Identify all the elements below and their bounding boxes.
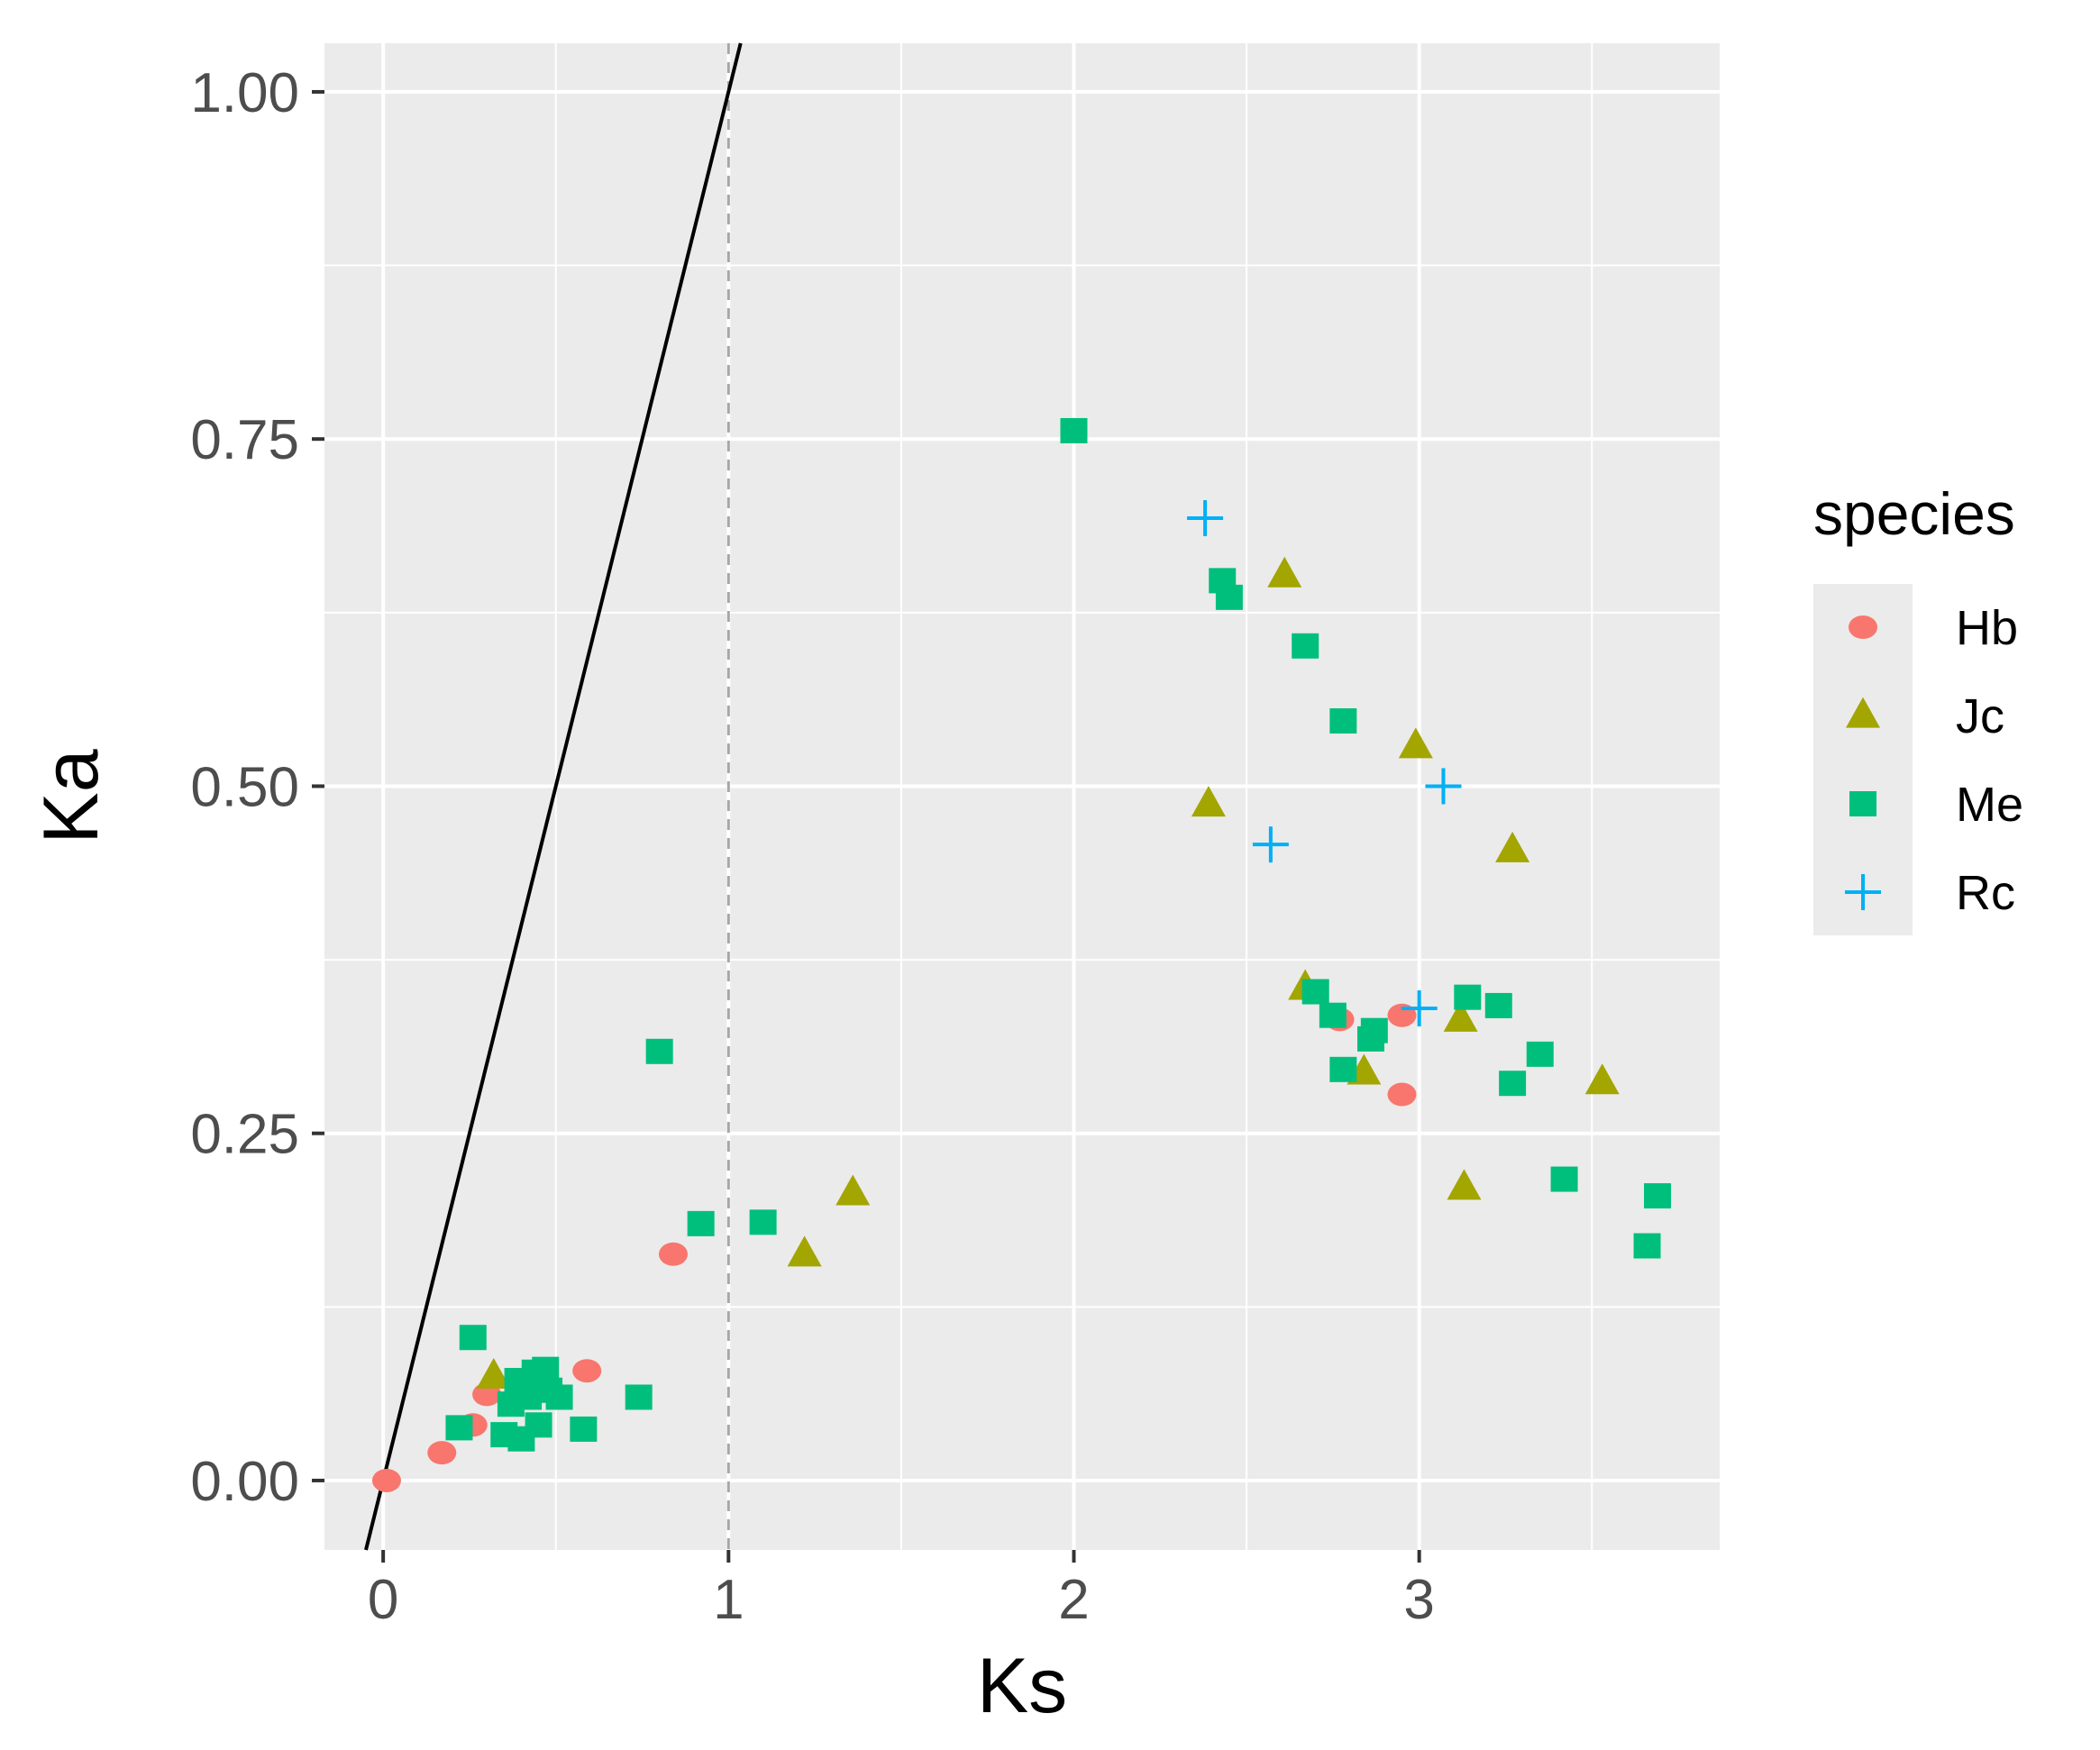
point-me <box>645 1038 673 1064</box>
x-tick-label: 2 <box>1058 1569 1089 1631</box>
point-me <box>625 1384 653 1410</box>
reference-lines <box>364 42 743 1551</box>
point-me <box>1526 1041 1554 1067</box>
y-tick-label: 0.00 <box>190 1451 299 1513</box>
legend-label-jc: Jc <box>1956 689 2004 743</box>
point-me <box>1329 708 1357 734</box>
legend-key-me <box>1849 791 1876 816</box>
point-hb <box>371 1468 401 1492</box>
point-me <box>687 1210 715 1236</box>
legend: species Hb Jc Me Rc <box>1813 480 2023 935</box>
point-me <box>1484 992 1512 1018</box>
minor-gridlines <box>324 43 1720 1550</box>
point-me <box>570 1416 598 1442</box>
point-me <box>1060 417 1088 443</box>
plot-panel <box>324 43 1720 1550</box>
point-jc <box>1447 1169 1482 1200</box>
point-jc <box>1267 556 1302 588</box>
x-tick-label: 1 <box>713 1569 744 1631</box>
y-tick-label: 1.00 <box>190 62 299 124</box>
point-hb <box>572 1359 602 1383</box>
point-me <box>1644 1183 1672 1209</box>
point-me <box>1550 1166 1578 1192</box>
legend-label-rc: Rc <box>1956 866 2015 920</box>
point-me <box>525 1412 552 1438</box>
point-me <box>749 1209 777 1235</box>
point-rc <box>1425 768 1462 805</box>
point-me <box>1633 1233 1661 1259</box>
x-tick-label: 0 <box>368 1569 398 1631</box>
y-tick-label: 0.50 <box>190 756 299 818</box>
point-jc <box>787 1235 822 1267</box>
y-tick-label: 0.25 <box>190 1104 299 1166</box>
point-jc <box>1495 831 1530 862</box>
axes: 0 1 2 3 0.00 0.25 0.50 0.75 1.00 <box>190 62 1435 1631</box>
legend-label-hb: Hb <box>1956 601 2018 655</box>
y-tick-label: 0.75 <box>190 409 299 471</box>
point-me <box>1360 1017 1388 1044</box>
point-me <box>1301 979 1329 1005</box>
point-me <box>1499 1071 1527 1097</box>
point-me <box>1215 584 1243 610</box>
point-me <box>535 1377 563 1403</box>
point-rc <box>1401 990 1438 1027</box>
identity-reference-line <box>364 42 743 1551</box>
point-jc <box>1443 1000 1478 1032</box>
point-me <box>1329 1056 1357 1082</box>
legend-title: species <box>1813 480 2015 547</box>
point-hb <box>659 1242 688 1266</box>
point-jc <box>1584 1063 1620 1095</box>
point-jc <box>835 1174 871 1206</box>
point-hb <box>1387 1082 1417 1107</box>
legend-label-me: Me <box>1956 778 2023 832</box>
legend-key-jc <box>1846 697 1880 728</box>
legend-key-hb <box>1849 615 1877 639</box>
point-hb <box>427 1441 457 1465</box>
legend-key-rc <box>1845 874 1881 910</box>
x-axis-title: Ks <box>977 1643 1067 1729</box>
point-me <box>445 1415 473 1441</box>
legend-items: Hb Jc Me Rc <box>1845 601 2023 920</box>
point-rc <box>1252 826 1289 863</box>
point-me <box>459 1325 487 1351</box>
point-jc <box>1191 786 1226 817</box>
point-me <box>1292 633 1319 659</box>
point-jc <box>1398 727 1433 759</box>
y-axis-title: Ka <box>28 749 114 843</box>
point-me <box>1454 984 1482 1010</box>
point-me <box>1319 1002 1347 1028</box>
data-points <box>371 417 1672 1492</box>
x-tick-label: 3 <box>1403 1569 1434 1631</box>
point-jc <box>476 1357 511 1389</box>
point-rc <box>1187 500 1224 537</box>
